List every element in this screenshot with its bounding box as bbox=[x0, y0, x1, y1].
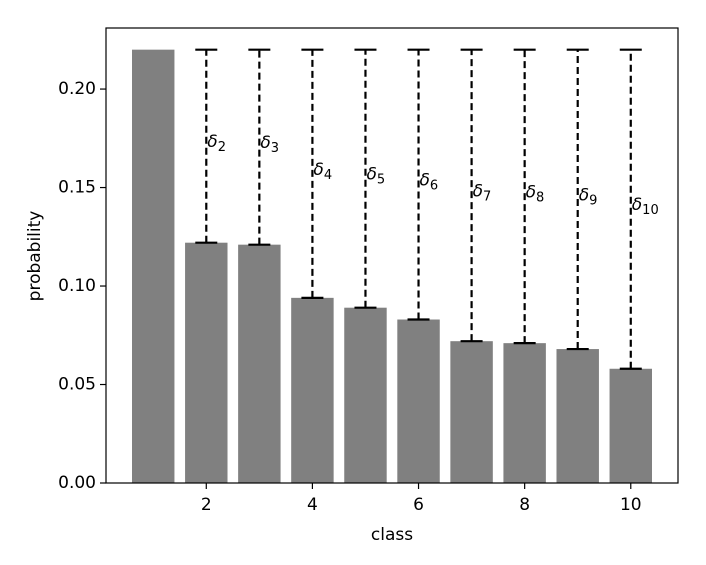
gap-symbol: δ bbox=[313, 160, 323, 180]
gap-label: δ7 bbox=[473, 181, 492, 204]
gap-label: δ4 bbox=[313, 160, 332, 183]
gap-symbol: δ bbox=[260, 133, 270, 153]
gap-symbol: δ bbox=[366, 165, 376, 185]
bar bbox=[238, 244, 281, 483]
gap-label: δ3 bbox=[260, 133, 279, 156]
gap-symbol: δ bbox=[632, 195, 642, 215]
y-axis-label: probability bbox=[25, 211, 45, 302]
x-tick-label: 4 bbox=[307, 495, 318, 515]
x-tick-label: 8 bbox=[519, 495, 530, 515]
gap-subscript: 10 bbox=[642, 203, 659, 218]
bar bbox=[556, 349, 599, 483]
gap-symbol: δ bbox=[473, 181, 483, 201]
gap-subscript: 7 bbox=[483, 189, 491, 204]
y-tick-label: 0.20 bbox=[58, 79, 96, 99]
gap-label: δ9 bbox=[579, 185, 598, 208]
bar bbox=[503, 343, 546, 483]
x-tick-label: 10 bbox=[620, 495, 642, 515]
gap-symbol: δ bbox=[526, 182, 536, 202]
plot-frame bbox=[105, 27, 679, 484]
gap-subscript: 8 bbox=[536, 190, 544, 205]
gap-label: δ8 bbox=[526, 182, 545, 205]
y-tick-label: 0.15 bbox=[58, 178, 96, 198]
gap-symbol: δ bbox=[420, 171, 430, 191]
gap-label: δ5 bbox=[366, 165, 385, 188]
y-tick-label: 0.10 bbox=[58, 276, 96, 296]
gap-subscript: 3 bbox=[271, 141, 279, 156]
bar bbox=[344, 307, 387, 483]
gap-symbol: δ bbox=[579, 185, 589, 205]
gap-subscript: 2 bbox=[218, 140, 226, 155]
gap-subscript: 5 bbox=[377, 172, 385, 187]
gap-symbol: δ bbox=[207, 132, 217, 152]
gap-subscript: 9 bbox=[589, 193, 597, 208]
gap-label: δ6 bbox=[420, 171, 439, 194]
x-tick-label: 6 bbox=[413, 495, 424, 515]
x-tick-label: 2 bbox=[201, 495, 212, 515]
bar bbox=[450, 341, 493, 483]
bar bbox=[397, 319, 440, 483]
bar bbox=[291, 297, 334, 483]
gap-label: δ2 bbox=[207, 132, 226, 155]
bar bbox=[132, 49, 175, 484]
y-tick-label: 0.00 bbox=[58, 473, 96, 493]
bar bbox=[185, 242, 228, 483]
gap-subscript: 6 bbox=[430, 178, 438, 193]
gap-subscript: 4 bbox=[324, 167, 332, 182]
gap-label: δ10 bbox=[632, 195, 659, 218]
x-axis-label: class bbox=[371, 525, 413, 545]
y-tick-label: 0.05 bbox=[58, 375, 96, 395]
bar bbox=[609, 368, 652, 483]
